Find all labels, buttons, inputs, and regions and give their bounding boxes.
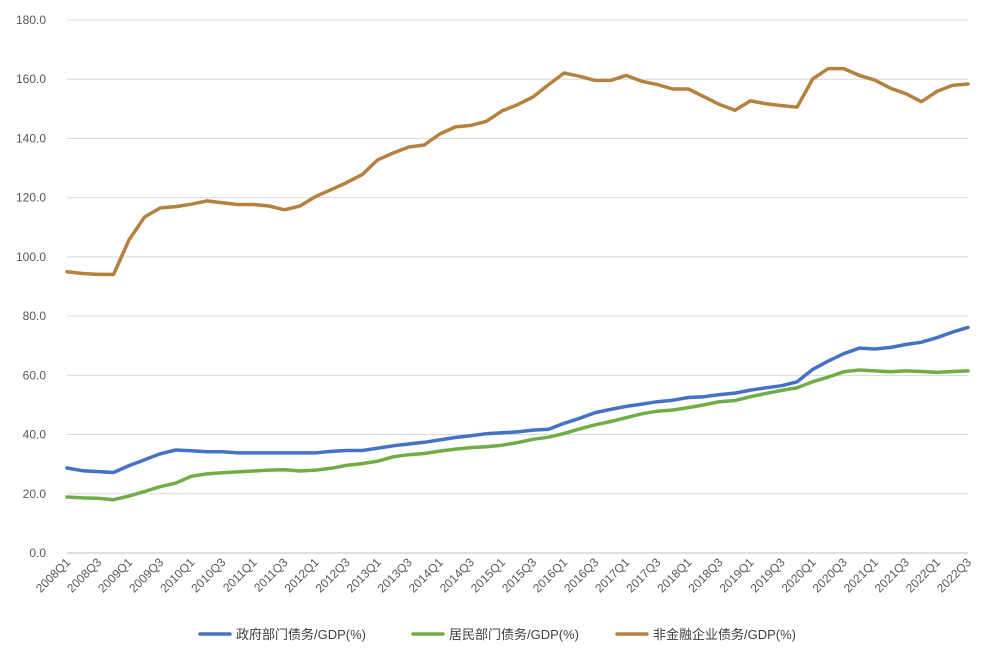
- y-tick-label: 180.0: [16, 13, 46, 27]
- series-lines: [65, 66, 970, 502]
- y-tick-label: 140.0: [16, 131, 46, 145]
- series-line-2: [65, 368, 970, 502]
- series-line-1: [65, 325, 970, 475]
- y-tick-label: 20.0: [23, 487, 47, 501]
- legend-label: 非金融企业债务/GDP(%): [653, 627, 796, 642]
- y-tick-label: 40.0: [23, 428, 47, 442]
- x-tick-label: 2010Q3: [188, 555, 228, 595]
- y-tick-label: 0.0: [29, 546, 46, 560]
- legend: 政府部门债务/GDP(%) 居民部门债务/GDP(%) 非金融企业债务/GDP(%): [198, 627, 796, 642]
- y-tick-label: 160.0: [16, 72, 46, 86]
- x-axis-ticks: 2008Q12008Q32009Q12009Q32010Q12010Q32011…: [33, 555, 974, 595]
- y-tick-label: 80.0: [23, 309, 47, 323]
- gridlines: [67, 19, 968, 554]
- y-tick-label: 120.0: [16, 191, 46, 205]
- legend-label: 政府部门债务/GDP(%): [236, 627, 366, 642]
- y-tick-label: 60.0: [23, 368, 47, 382]
- y-axis-ticks: 0.0 20.0 40.0 60.0 80.0 100.0 120.0 140.0 160.0 1…: [16, 13, 46, 560]
- x-tick-label: 2022Q3: [934, 555, 974, 595]
- legend-label: 居民部门债务/GDP(%): [449, 627, 579, 642]
- y-tick-label: 100.0: [16, 250, 46, 264]
- series-line-3: [65, 66, 970, 277]
